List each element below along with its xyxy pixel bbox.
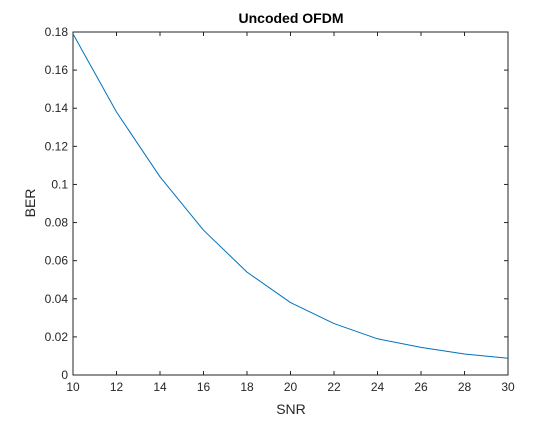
ber-data-point <box>377 338 378 339</box>
y-tick-label: 0.1 <box>51 177 68 191</box>
x-tick-label: 26 <box>414 380 428 394</box>
ber-data-point <box>507 358 508 359</box>
y-tick-label: 0 <box>61 368 68 382</box>
ber-data-point <box>72 33 73 34</box>
ber-data-point <box>159 176 160 177</box>
x-tick-label: 10 <box>66 380 80 394</box>
ber-data-point <box>290 302 291 303</box>
y-axis-label: BER <box>22 189 38 218</box>
x-tick-label: 30 <box>501 380 515 394</box>
x-tick-label: 28 <box>458 380 472 394</box>
y-tick-label: 0.02 <box>45 330 69 344</box>
y-tick-label: 0.12 <box>45 139 69 153</box>
x-tick-label: 16 <box>197 380 211 394</box>
chart-title: Uncoded OFDM <box>239 10 344 26</box>
plot-area <box>72 31 509 376</box>
x-tick-label: 14 <box>153 380 167 394</box>
x-tick-label: 12 <box>110 380 124 394</box>
x-tick-label: 20 <box>284 380 298 394</box>
series-layer <box>72 33 509 359</box>
ber-data-point <box>246 272 247 273</box>
x-tick-label: 22 <box>327 380 341 394</box>
x-axis-ticks: 10 12 14 16 18 20 22 24 26 28 30 <box>66 32 515 394</box>
y-axis-ticks: 0 0.02 0.04 0.06 0.08 0.1 0.12 0.14 0.16 0.18 <box>45 25 508 382</box>
ber-data-point <box>116 111 117 112</box>
ber-series-line <box>72 33 509 359</box>
ber-data-point <box>464 353 465 354</box>
x-tick-label: 18 <box>240 380 254 394</box>
y-tick-label: 0.14 <box>45 101 69 115</box>
ber-data-point <box>203 230 204 231</box>
y-tick-label: 0.04 <box>45 292 69 306</box>
x-tick-label: 24 <box>371 380 385 394</box>
y-tick-label: 0.06 <box>45 254 69 268</box>
y-tick-label: 0.18 <box>45 25 69 39</box>
y-tick-label: 0.16 <box>45 63 69 77</box>
y-tick-label: 0.08 <box>45 216 69 230</box>
ber-data-point <box>333 323 334 324</box>
ber-data-point <box>420 347 421 348</box>
x-axis-label: SNR <box>276 401 306 417</box>
